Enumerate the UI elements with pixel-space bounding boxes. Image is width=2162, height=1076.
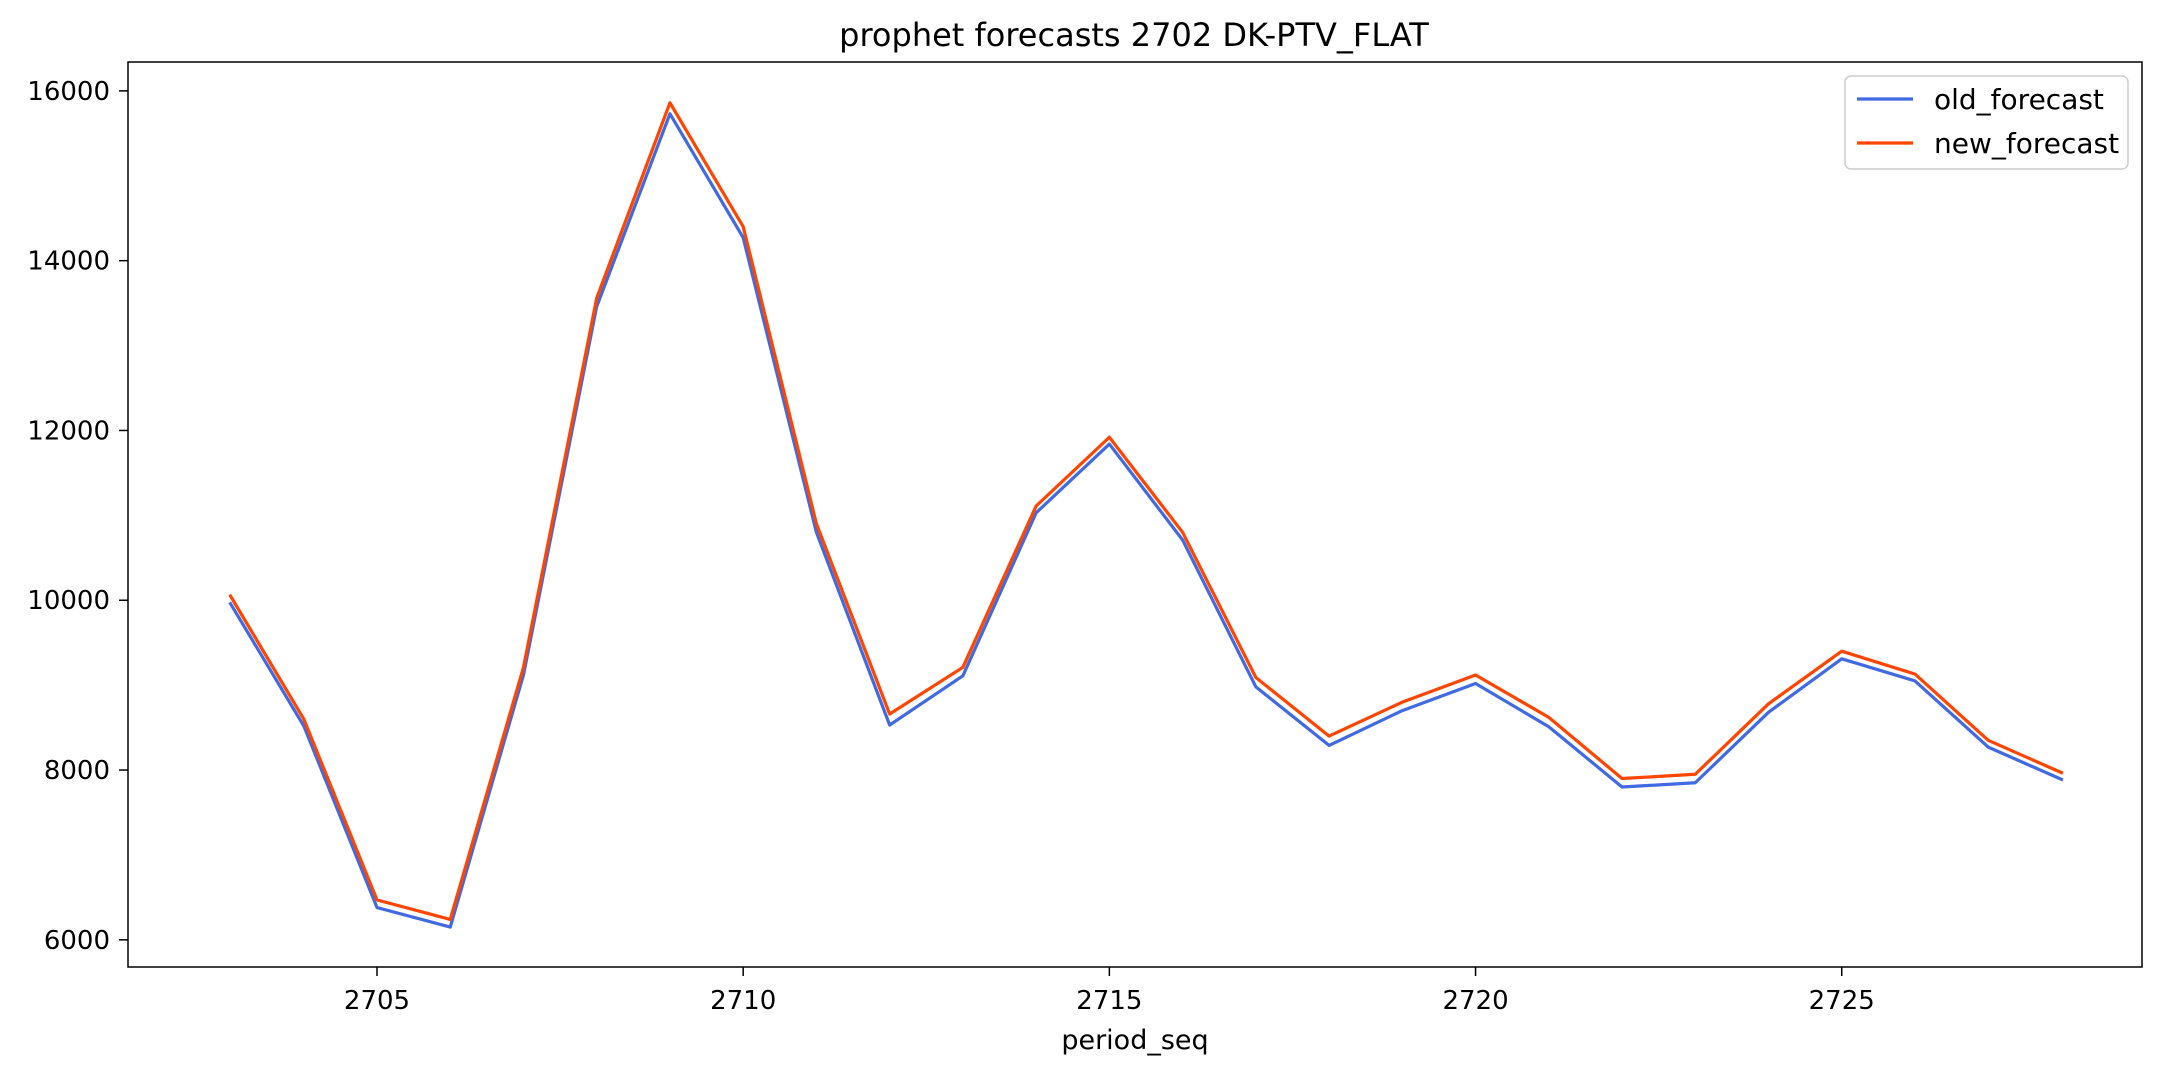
legend-label-old-forecast: old_forecast (1934, 83, 2104, 116)
chart-title: prophet forecasts 2702 DK-PTV_FLAT (839, 16, 1429, 54)
y-tick-label: 8000 (44, 756, 110, 786)
legend-box (1844, 75, 2129, 170)
y-tick-label: 6000 (44, 926, 110, 956)
y-tick-label: 12000 (27, 416, 110, 446)
x-tick-label: 2705 (344, 986, 410, 1016)
x-tick-label: 2710 (710, 986, 776, 1016)
x-tick-label: 2720 (1442, 986, 1508, 1016)
x-tick-label: 2715 (1076, 986, 1142, 1016)
y-tick-label: 14000 (27, 247, 110, 277)
x-tick-label: 2725 (1809, 986, 1875, 1016)
y-tick-label: 10000 (27, 586, 110, 616)
series-line-new-forecast (228, 101, 2064, 922)
y-axis: 6000 8000 10000 12000 14000 16000 (27, 77, 128, 956)
plot-area (127, 61, 2143, 968)
y-tick-label: 16000 (27, 77, 110, 107)
x-axis: 2705 2710 2715 2720 2725 (344, 967, 1875, 1016)
legend: old_forecast new_forecast (1844, 75, 2129, 170)
x-axis-label: period_seq (1061, 1025, 1208, 1056)
series-line-old-forecast (228, 112, 2064, 929)
series-lines (228, 101, 2064, 929)
legend-label-new-forecast: new_forecast (1934, 127, 2119, 160)
